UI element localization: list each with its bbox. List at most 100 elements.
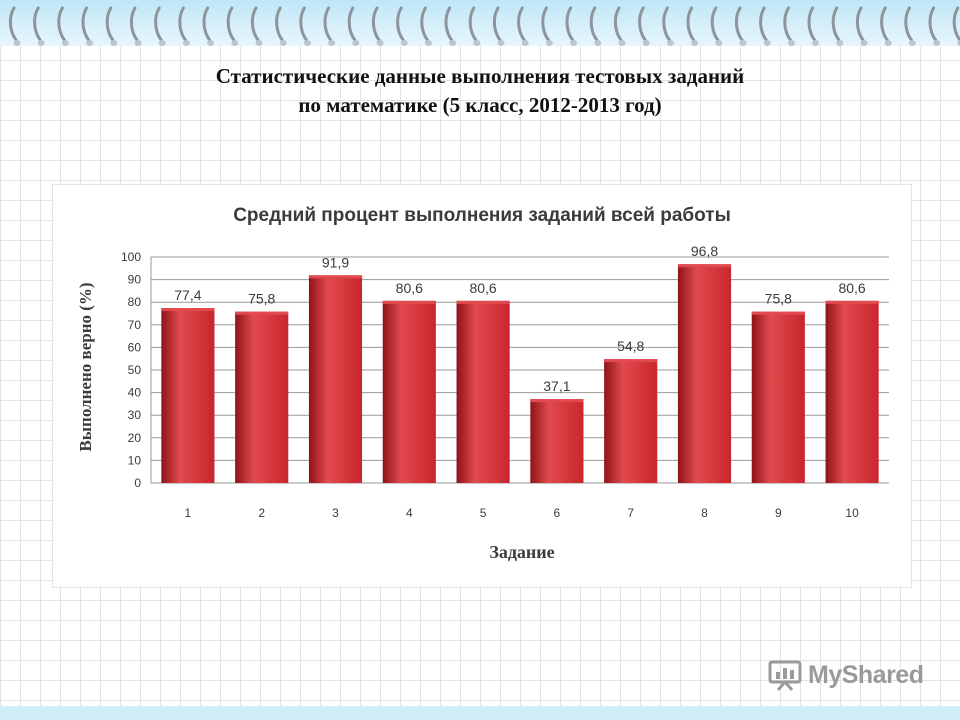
chart-panel: 0 10 20 30 40 50 60 70 80 90 100 77,4 1 75,8 2 91,9 3 80,… xyxy=(52,184,912,588)
x-tick-label: 7 xyxy=(627,506,634,520)
bar-top-edge xyxy=(382,300,436,304)
spiral-ring xyxy=(492,6,505,46)
spiral-ring xyxy=(468,6,481,46)
bar-top-edge xyxy=(161,308,215,312)
x-axis-title: Задание xyxy=(489,542,555,562)
y-tick-label: 0 xyxy=(134,476,141,490)
bar xyxy=(456,300,510,483)
bar-top-edge xyxy=(456,300,510,304)
bar-top-edge xyxy=(677,264,732,268)
spiral-ring xyxy=(662,6,674,46)
slide-title-line1: Статистические данные выполнения тестовы… xyxy=(215,64,745,88)
spiral-ring xyxy=(105,6,118,46)
spiral-ring xyxy=(226,6,239,46)
spiral-ring xyxy=(686,6,699,46)
x-tick-label: 9 xyxy=(775,506,782,520)
spiral-ring xyxy=(154,6,166,46)
spiral-ring xyxy=(33,6,45,46)
y-tick-label: 60 xyxy=(128,340,142,354)
y-tick-label: 90 xyxy=(128,273,142,287)
data-label: 75,8 xyxy=(765,291,792,307)
spiral-ring xyxy=(420,6,432,46)
slide-title-line2: по математике (5 класс, 2012-2013 год) xyxy=(298,93,662,117)
bar-top-edge xyxy=(825,300,879,304)
notebook-spiral-binding xyxy=(8,6,960,46)
presentation-board-icon xyxy=(768,660,802,691)
spiral-ring xyxy=(759,6,771,46)
chart-title: Средний процент выполнения заданий всей … xyxy=(233,205,731,226)
spiral-ring xyxy=(250,6,263,46)
y-tick-label: 10 xyxy=(128,453,142,467)
data-label: 80,6 xyxy=(396,280,423,296)
x-tick-label: 5 xyxy=(480,506,487,520)
y-tick-label: 70 xyxy=(128,318,142,332)
data-label: 37,1 xyxy=(543,378,570,394)
spiral-ring xyxy=(178,6,190,46)
watermark: MyShared xyxy=(768,658,924,692)
bar-top-edge xyxy=(308,275,363,279)
data-label: 80,6 xyxy=(838,280,865,296)
spiral-ring xyxy=(444,6,457,46)
bar xyxy=(308,275,363,483)
spiral-ring xyxy=(952,6,960,46)
data-label: 96,8 xyxy=(691,243,718,259)
y-tick-label: 30 xyxy=(128,408,142,422)
y-axis-title: Выполнено верно (%) xyxy=(76,282,95,452)
spiral-ring xyxy=(855,6,868,46)
x-tick-label: 3 xyxy=(332,506,339,520)
spiral-ring xyxy=(589,6,602,46)
x-tick-label: 2 xyxy=(258,506,265,520)
spiral-ring xyxy=(734,6,747,46)
x-tick-label: 10 xyxy=(845,506,859,520)
bar xyxy=(604,359,658,483)
x-tick-label: 8 xyxy=(701,506,708,520)
spiral-ring xyxy=(565,6,578,46)
x-tick-label: 6 xyxy=(554,506,561,520)
spiral-ring xyxy=(396,6,408,46)
data-label: 75,8 xyxy=(248,291,275,307)
spiral-ring xyxy=(371,6,384,46)
x-tick-label: 4 xyxy=(406,506,413,520)
spiral-ring xyxy=(783,6,795,46)
data-label: 91,9 xyxy=(322,254,349,270)
bar xyxy=(382,300,436,483)
bar-top-edge xyxy=(604,359,658,363)
bar xyxy=(677,264,732,483)
spiral-ring xyxy=(8,6,21,46)
y-tick-label: 50 xyxy=(128,363,142,377)
spiral-ring xyxy=(928,6,941,46)
y-tick-label: 80 xyxy=(128,295,142,309)
spiral-ring xyxy=(880,6,892,46)
spiral-ring xyxy=(638,6,650,46)
watermark-text: MyShared xyxy=(808,660,924,689)
spiral-ring xyxy=(710,6,723,46)
bottom-banner xyxy=(0,706,960,720)
spiral-ring xyxy=(129,6,142,46)
spiral-ring xyxy=(807,6,820,46)
data-label: 80,6 xyxy=(469,280,496,296)
spiral-ring xyxy=(323,6,336,46)
bar xyxy=(530,399,584,483)
spiral-ring xyxy=(613,6,626,46)
bar xyxy=(161,308,215,483)
bar xyxy=(751,311,805,483)
data-label: 77,4 xyxy=(174,287,201,303)
bar-top-edge xyxy=(235,311,289,315)
spiral-ring xyxy=(81,6,94,46)
spiral-ring xyxy=(904,6,916,46)
spiral-ring xyxy=(57,6,69,46)
spiral-ring xyxy=(202,6,215,46)
spiral-ring xyxy=(831,6,844,46)
spiral-ring xyxy=(275,6,287,46)
y-tick-label: 40 xyxy=(128,386,142,400)
spiral-ring xyxy=(347,6,360,46)
data-label: 54,8 xyxy=(617,338,644,354)
bar xyxy=(235,311,289,483)
spiral-ring xyxy=(517,6,529,46)
spiral-ring xyxy=(299,6,311,46)
bar-top-edge xyxy=(751,311,805,315)
x-tick-label: 1 xyxy=(185,506,192,520)
slide-title: Статистические данные выполнения тестовы… xyxy=(0,62,960,120)
y-tick-label: 100 xyxy=(121,250,141,264)
bar xyxy=(825,300,879,483)
